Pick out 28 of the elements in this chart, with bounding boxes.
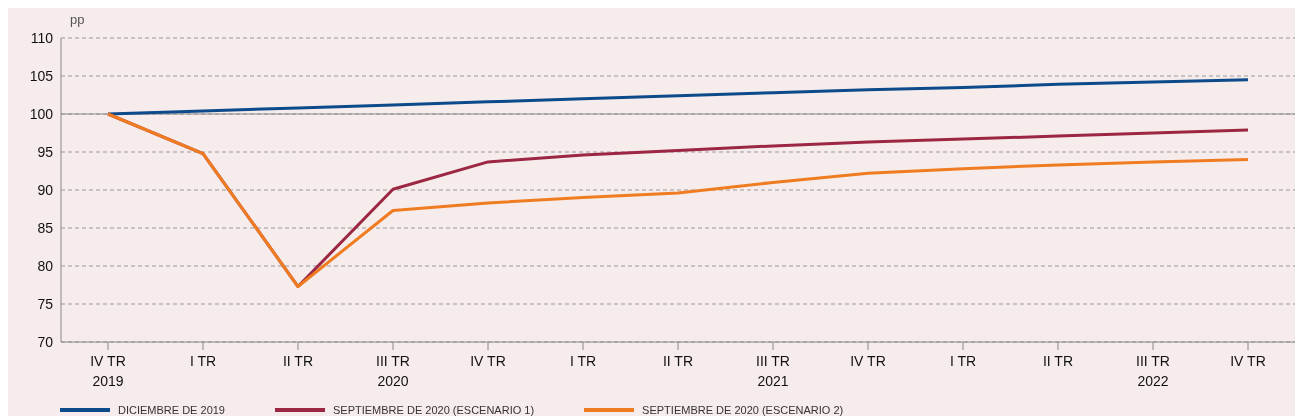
y-tick-label: 100 bbox=[29, 105, 54, 122]
x-tick-label: IV TR 2019 bbox=[90, 353, 126, 389]
line-series bbox=[106, 112, 1250, 289]
y-tick-label: 90 bbox=[37, 181, 54, 198]
line-series bbox=[106, 78, 1250, 116]
y-tick-label: 80 bbox=[37, 257, 54, 274]
x-tick-label: IV TR bbox=[850, 353, 886, 369]
y-axis-title: pp bbox=[70, 12, 85, 27]
x-tick-label: III TR 2022 bbox=[1136, 353, 1170, 389]
legend-label: SEPTIEMBRE DE 2020 (ESCENARIO 1) bbox=[332, 404, 535, 416]
x-tick-label: I TR bbox=[949, 353, 977, 369]
x-tick-label: II TR bbox=[662, 353, 694, 369]
x-tick-label: IV TR bbox=[470, 353, 506, 369]
legend-label: SEPTIEMBRE DE 2020 (ESCENARIO 2) bbox=[642, 404, 844, 416]
x-tick-label: III TR 2020 bbox=[376, 353, 410, 389]
y-tick-label: 70 bbox=[37, 333, 54, 350]
y-tick-label: 110 bbox=[30, 29, 54, 46]
x-tick-label: III TR 2021 bbox=[756, 353, 790, 389]
y-tick-label: 95 bbox=[37, 143, 54, 160]
x-tick-label: I TR bbox=[569, 353, 597, 369]
x-tick-label: I TR bbox=[189, 353, 217, 369]
y-tick-label: 105 bbox=[29, 67, 54, 84]
x-tick-label: II TR bbox=[282, 353, 314, 369]
y-tick-label: 75 bbox=[37, 295, 54, 312]
y-tick-label: 85 bbox=[37, 219, 54, 236]
x-tick-label: IV TR bbox=[1230, 353, 1266, 369]
x-tick-label: II TR bbox=[1042, 353, 1074, 369]
legend-label: DICIEMBRE DE 2019 bbox=[118, 404, 225, 416]
